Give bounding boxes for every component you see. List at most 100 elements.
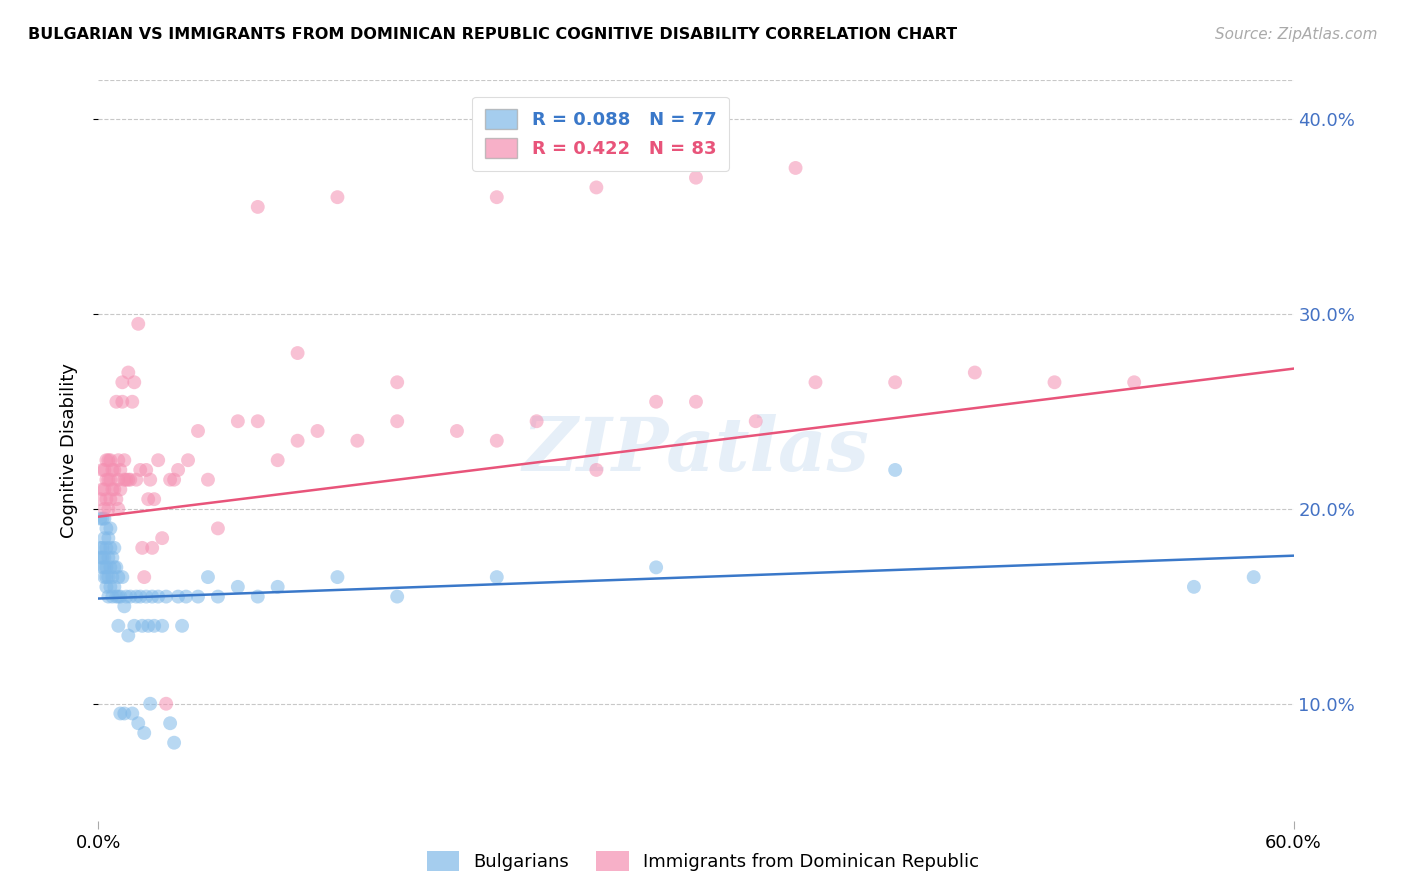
Point bbox=[97, 473, 120, 487]
Point bbox=[804, 376, 827, 390]
Legend: R = 0.088   N = 77, R = 0.422   N = 83: R = 0.088 N = 77, R = 0.422 N = 83 bbox=[472, 96, 728, 170]
Point bbox=[97, 453, 120, 467]
Point bbox=[97, 502, 120, 516]
Point bbox=[167, 463, 190, 477]
Point bbox=[143, 492, 166, 507]
Point bbox=[111, 376, 134, 390]
Point bbox=[141, 590, 163, 604]
Point bbox=[89, 541, 111, 555]
Point bbox=[107, 473, 129, 487]
Point bbox=[163, 473, 186, 487]
Point bbox=[105, 560, 128, 574]
Point bbox=[93, 483, 115, 497]
Point bbox=[105, 492, 128, 507]
Point bbox=[110, 483, 132, 497]
Point bbox=[91, 560, 114, 574]
Point bbox=[93, 531, 115, 545]
Point bbox=[101, 463, 124, 477]
Point bbox=[159, 473, 181, 487]
Point bbox=[107, 570, 129, 584]
Point bbox=[141, 541, 163, 555]
Point bbox=[172, 619, 194, 633]
Point bbox=[96, 580, 118, 594]
Point bbox=[91, 511, 114, 525]
Point bbox=[135, 463, 157, 477]
Point bbox=[267, 580, 290, 594]
Point bbox=[150, 619, 173, 633]
Point bbox=[1043, 376, 1066, 390]
Point bbox=[112, 706, 135, 721]
Point bbox=[107, 453, 129, 467]
Point bbox=[93, 511, 115, 525]
Point bbox=[93, 560, 115, 574]
Y-axis label: Cognitive Disability: Cognitive Disability bbox=[59, 363, 77, 538]
Point bbox=[96, 453, 118, 467]
Point bbox=[124, 619, 146, 633]
Point bbox=[124, 376, 146, 390]
Point bbox=[246, 414, 269, 428]
Point bbox=[115, 473, 138, 487]
Point bbox=[110, 590, 132, 604]
Point bbox=[96, 492, 118, 507]
Point bbox=[97, 570, 120, 584]
Point bbox=[1243, 570, 1265, 584]
Point bbox=[326, 190, 349, 204]
Point bbox=[117, 473, 139, 487]
Point bbox=[131, 541, 153, 555]
Point bbox=[98, 453, 122, 467]
Point bbox=[267, 453, 290, 467]
Point bbox=[103, 463, 125, 477]
Point bbox=[287, 434, 309, 448]
Point bbox=[148, 590, 170, 604]
Point bbox=[115, 590, 138, 604]
Point bbox=[103, 541, 125, 555]
Point bbox=[129, 590, 152, 604]
Point bbox=[111, 394, 134, 409]
Point bbox=[385, 376, 409, 390]
Point bbox=[485, 434, 508, 448]
Point bbox=[97, 531, 120, 545]
Point bbox=[226, 580, 249, 594]
Point bbox=[96, 473, 118, 487]
Point bbox=[101, 483, 124, 497]
Point bbox=[136, 619, 159, 633]
Point bbox=[136, 492, 159, 507]
Point bbox=[226, 414, 249, 428]
Point bbox=[287, 346, 309, 360]
Legend: Bulgarians, Immigrants from Dominican Republic: Bulgarians, Immigrants from Dominican Re… bbox=[419, 844, 987, 879]
Point bbox=[143, 619, 166, 633]
Point bbox=[326, 570, 349, 584]
Point bbox=[97, 550, 120, 565]
Point bbox=[139, 697, 162, 711]
Point bbox=[125, 590, 148, 604]
Point bbox=[134, 726, 156, 740]
Point bbox=[96, 541, 118, 555]
Point bbox=[485, 190, 508, 204]
Point bbox=[101, 550, 124, 565]
Point bbox=[187, 424, 209, 438]
Point bbox=[96, 560, 118, 574]
Point bbox=[93, 550, 115, 565]
Point bbox=[91, 550, 114, 565]
Point bbox=[105, 590, 128, 604]
Point bbox=[91, 483, 114, 497]
Point bbox=[129, 463, 152, 477]
Point bbox=[197, 473, 219, 487]
Point bbox=[884, 463, 907, 477]
Point bbox=[526, 414, 548, 428]
Point bbox=[121, 706, 143, 721]
Point bbox=[785, 161, 807, 175]
Point bbox=[98, 492, 122, 507]
Point bbox=[1123, 376, 1146, 390]
Point bbox=[139, 473, 162, 487]
Point bbox=[197, 570, 219, 584]
Text: BULGARIAN VS IMMIGRANTS FROM DOMINICAN REPUBLIC COGNITIVE DISABILITY CORRELATION: BULGARIAN VS IMMIGRANTS FROM DOMINICAN R… bbox=[28, 27, 957, 42]
Point bbox=[446, 424, 468, 438]
Point bbox=[207, 590, 229, 604]
Point bbox=[107, 619, 129, 633]
Point bbox=[121, 394, 143, 409]
Point bbox=[107, 502, 129, 516]
Point bbox=[307, 424, 329, 438]
Point bbox=[135, 590, 157, 604]
Point bbox=[884, 376, 907, 390]
